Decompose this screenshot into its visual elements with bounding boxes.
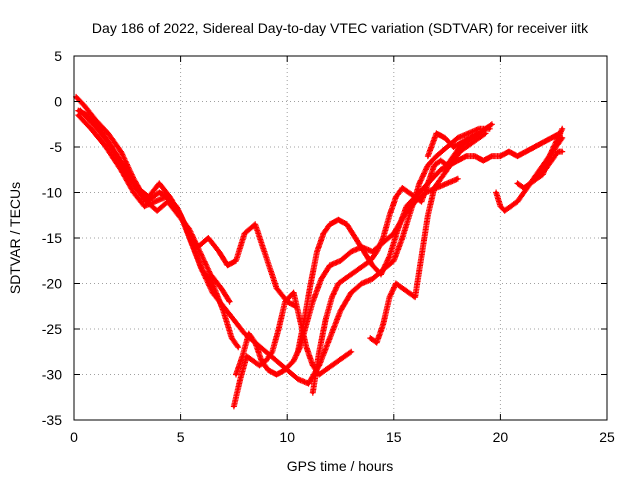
series-trace bbox=[294, 130, 564, 355]
series-markers bbox=[535, 148, 566, 178]
x-tick-label: 20 bbox=[493, 429, 509, 445]
axis-ticks: 0 5 10 15 20 25 5 0 -5 -10 -15 -20 -25 -30 -35 bbox=[42, 48, 615, 445]
y-tick-label: -30 bbox=[42, 367, 62, 383]
series-trace bbox=[73, 93, 233, 305]
series-trace bbox=[230, 289, 355, 410]
series-markers bbox=[367, 130, 489, 346]
y-tick-label: -25 bbox=[42, 321, 62, 337]
series-markers bbox=[514, 125, 566, 191]
series-markers bbox=[230, 289, 355, 410]
x-tick-label: 5 bbox=[177, 429, 185, 445]
series-trace bbox=[424, 121, 495, 160]
x-tick-label: 15 bbox=[386, 429, 402, 445]
y-tick-label: -35 bbox=[42, 412, 62, 428]
series-markers bbox=[73, 93, 233, 305]
plot-frame bbox=[73, 55, 608, 421]
y-tick-label: -20 bbox=[42, 276, 62, 292]
y-axis-label: SDTVAR / TECUs bbox=[7, 182, 23, 294]
series-trace bbox=[367, 130, 489, 346]
gridlines bbox=[74, 56, 607, 420]
series-trace bbox=[514, 125, 566, 191]
chart-title: Day 186 of 2022, Sidereal Day-to-day VTE… bbox=[92, 20, 589, 36]
y-tick-label: -15 bbox=[42, 230, 62, 246]
y-tick-label: 5 bbox=[54, 48, 62, 64]
series-markers bbox=[424, 121, 495, 160]
x-tick-label: 25 bbox=[599, 429, 615, 445]
data-points bbox=[73, 93, 566, 410]
x-axis-label: GPS time / hours bbox=[287, 458, 394, 474]
y-tick-label: 0 bbox=[54, 94, 62, 110]
x-tick-label: 0 bbox=[70, 429, 78, 445]
y-tick-label: -5 bbox=[50, 139, 63, 155]
series-trace bbox=[535, 148, 566, 178]
series-markers bbox=[75, 112, 242, 351]
series-trace bbox=[75, 112, 242, 351]
series-trace bbox=[309, 130, 483, 396]
y-tick-label: -10 bbox=[42, 185, 62, 201]
x-tick-label: 10 bbox=[279, 429, 295, 445]
